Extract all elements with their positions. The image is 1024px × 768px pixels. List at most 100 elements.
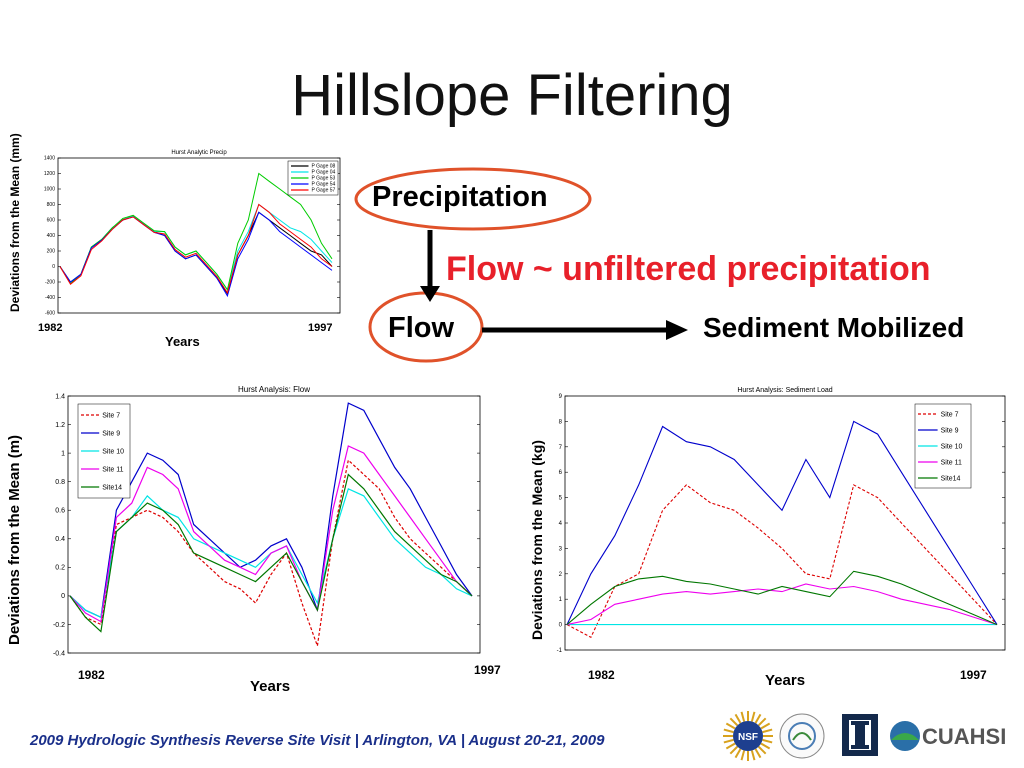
sediment-label: Sediment Mobilized bbox=[703, 312, 965, 343]
nsf-ray bbox=[762, 728, 773, 734]
y-tick-label: -600 bbox=[45, 311, 55, 317]
y-tick-label: 0.6 bbox=[55, 508, 65, 515]
series-line bbox=[566, 420, 998, 625]
series-line bbox=[69, 459, 473, 647]
slide-title: Hillslope Filtering bbox=[291, 63, 733, 128]
nsf-ray bbox=[760, 722, 771, 730]
precipitation-label: Precipitation bbox=[372, 181, 548, 213]
legend-label: Site14 bbox=[102, 484, 122, 491]
y-tick-label: 3 bbox=[559, 546, 563, 552]
precip-ylabel: Deviations from the Mean (mm) bbox=[8, 133, 22, 312]
y-tick-label: 8 bbox=[559, 419, 563, 425]
nsf-ray bbox=[740, 750, 746, 761]
legend-label: Site 9 bbox=[102, 430, 120, 437]
nsf-ray bbox=[725, 722, 736, 730]
series-line bbox=[69, 473, 473, 633]
sediment-ylabel: Deviations from the Mean (kg) bbox=[529, 440, 545, 640]
legend-label: Site 7 bbox=[941, 411, 959, 418]
y-tick-label: 6 bbox=[559, 470, 563, 476]
y-tick-label: 0.8 bbox=[55, 479, 65, 486]
precip-to-flow-arrowhead bbox=[420, 286, 440, 302]
flow-xlabel: Years bbox=[250, 678, 291, 695]
flow-annotation: Flow ~ unfiltered precipitation bbox=[446, 250, 931, 288]
nsf-ray bbox=[723, 738, 734, 744]
legend-label: P Gage 04 bbox=[312, 170, 336, 176]
precip-xlabel: Years bbox=[165, 334, 200, 349]
precipitation-ellipse bbox=[354, 167, 592, 231]
y-tick-label: 1 bbox=[61, 450, 65, 457]
precip-x-end: 1997 bbox=[308, 322, 333, 334]
y-tick-label: 7 bbox=[559, 445, 563, 451]
legend-label: Site 10 bbox=[102, 448, 124, 455]
y-tick-label: -1 bbox=[557, 648, 563, 654]
y-tick-label: 1 bbox=[559, 597, 563, 603]
nsf-ray bbox=[723, 728, 734, 734]
nsf-ray bbox=[734, 713, 742, 724]
illinois-logo bbox=[842, 714, 878, 756]
y-tick-label: 1400 bbox=[44, 156, 55, 162]
nsf-logo-text: NSF bbox=[738, 732, 758, 743]
y-tick-label: 1.2 bbox=[55, 422, 65, 429]
sediment-chart: Hurst Analysis: Sediment Load -1 0 1 2 3 4 5 6 7 8… bbox=[557, 387, 1006, 654]
flow-to-sediment-arrowhead bbox=[666, 320, 688, 340]
cuahsi-logo: CUAHSI bbox=[890, 721, 1006, 751]
y-tick-label: 9 bbox=[559, 394, 563, 400]
y-tick-label: 0.4 bbox=[55, 536, 65, 543]
nsf-ray bbox=[750, 711, 756, 722]
cuahsi-logo-text: CUAHSI bbox=[922, 724, 1006, 749]
flow-ylabel: Deviations from the Mean (m) bbox=[6, 434, 23, 645]
series-line bbox=[566, 484, 998, 639]
series-line bbox=[69, 402, 473, 619]
y-tick-label: 400 bbox=[47, 233, 56, 239]
nsf-ray bbox=[754, 713, 762, 724]
flow-x-end: 1997 bbox=[474, 663, 501, 677]
plot-area bbox=[67, 395, 481, 654]
y-tick-label: 0 bbox=[52, 264, 55, 270]
flow-diagram-graphics bbox=[354, 167, 688, 363]
y-tick-label: 200 bbox=[47, 249, 56, 255]
nsf-ray bbox=[734, 748, 742, 759]
y-tick-label: -0.4 bbox=[53, 650, 65, 657]
series-line bbox=[59, 172, 333, 292]
chart-title: Hurst Analysis: Flow bbox=[238, 385, 310, 394]
series-line bbox=[59, 203, 333, 295]
y-tick-label: 1000 bbox=[44, 187, 55, 193]
nsf-logo: NSF bbox=[723, 711, 773, 761]
nsf-ray bbox=[740, 711, 746, 722]
y-tick-label: 4 bbox=[559, 521, 563, 527]
legend-label: P Gage 57 bbox=[312, 188, 336, 194]
y-tick-label: 5 bbox=[559, 496, 563, 502]
y-tick-label: 0.2 bbox=[55, 565, 65, 572]
y-tick-label: -400 bbox=[45, 295, 55, 301]
y-tick-label: 2 bbox=[559, 572, 563, 578]
nsf-ray bbox=[760, 742, 771, 750]
nsf-ray bbox=[757, 717, 767, 727]
precip-x-start: 1982 bbox=[38, 322, 63, 334]
legend-label: P Gage 53 bbox=[312, 176, 336, 182]
legend-label: Site 11 bbox=[102, 466, 123, 473]
nsf-ray bbox=[725, 742, 736, 750]
y-tick-label: 600 bbox=[47, 218, 56, 224]
legend-label: P Gage 54 bbox=[312, 182, 336, 188]
nsf-ray bbox=[762, 738, 773, 744]
chart-title: Hurst Analysis: Sediment Load bbox=[737, 387, 832, 394]
legend-label: P Gage 08 bbox=[312, 164, 336, 170]
legend-label: Site 7 bbox=[102, 412, 120, 419]
y-tick-label: 1.4 bbox=[55, 393, 65, 400]
nsf-ray bbox=[754, 748, 762, 759]
series-line bbox=[69, 445, 473, 623]
sediment-x-start: 1982 bbox=[588, 668, 615, 682]
sediment-x-end: 1997 bbox=[960, 668, 987, 682]
logos: NSF CUAHSI bbox=[723, 711, 1006, 761]
y-tick-label: 0 bbox=[61, 593, 65, 600]
nsf-ray bbox=[750, 750, 756, 761]
legend-label: Site 9 bbox=[941, 427, 959, 434]
series-line bbox=[566, 583, 998, 626]
legend-label: Site14 bbox=[941, 475, 961, 482]
y-tick-label: -200 bbox=[45, 280, 55, 286]
y-tick-label: 1200 bbox=[44, 171, 55, 177]
series-line bbox=[566, 570, 998, 626]
legend-label: Site 11 bbox=[941, 459, 962, 466]
nsf-ray bbox=[729, 745, 739, 755]
nsf-ray bbox=[757, 745, 767, 755]
